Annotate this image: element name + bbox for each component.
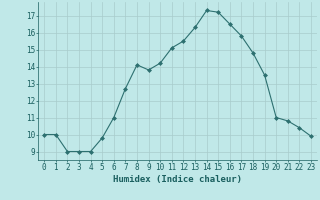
X-axis label: Humidex (Indice chaleur): Humidex (Indice chaleur)	[113, 175, 242, 184]
